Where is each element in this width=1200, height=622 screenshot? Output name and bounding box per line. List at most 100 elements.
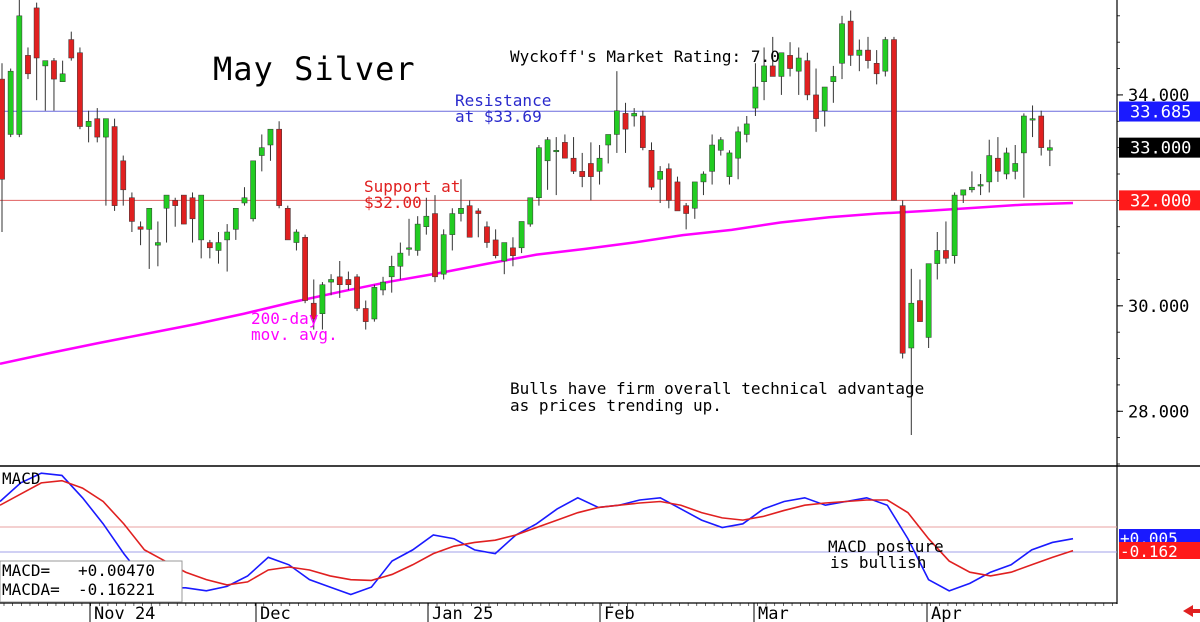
candle-body-up	[553, 150, 560, 153]
candle	[691, 181, 698, 219]
candle	[839, 15, 845, 80]
candle	[813, 68, 819, 132]
candle	[51, 58, 57, 111]
candle	[665, 163, 672, 209]
candle-body-down	[813, 94, 819, 119]
candle	[639, 110, 646, 151]
candle-body-up	[267, 128, 274, 146]
candle	[362, 300, 369, 330]
candle-body-up	[882, 39, 889, 72]
candle	[0, 63, 5, 232]
candle-body-down	[181, 194, 187, 225]
candle-body-up	[856, 49, 863, 56]
price-level-badge	[1119, 190, 1200, 211]
candle	[111, 118, 118, 211]
candle	[986, 139, 993, 193]
candle-body-down	[943, 250, 949, 259]
candle-body-down	[68, 39, 75, 59]
price-tick-label: 30.000	[1128, 297, 1189, 317]
candle-body-up	[839, 23, 845, 64]
date-tick-label: Jan 25	[432, 604, 493, 622]
scroll-left-arrow-icon[interactable]	[1183, 605, 1193, 617]
candle	[484, 221, 490, 248]
candle	[605, 134, 612, 164]
candle	[553, 137, 560, 196]
price-level-value: 33.685	[1130, 103, 1191, 123]
date-tick-label: Nov 24	[94, 604, 155, 622]
candle-body-up	[960, 189, 967, 196]
candle	[735, 126, 741, 180]
date-axis-labels: Nov 24 Dec Jan 25 Feb Mar Apr	[3, 603, 1113, 622]
macd-comment-line1: MACD posture	[828, 537, 944, 556]
candle-body-down	[484, 226, 490, 243]
candle	[1003, 147, 1010, 180]
candle	[293, 229, 300, 251]
candle-body-up	[709, 144, 715, 172]
candle-body-down	[25, 55, 31, 75]
candle-body-up	[969, 186, 975, 191]
candle-body-up	[155, 242, 161, 246]
candle-body-down	[665, 168, 672, 201]
candle-body-down	[137, 226, 144, 230]
candle-body-up	[103, 118, 109, 138]
candle-body-down	[891, 39, 897, 201]
candle	[319, 282, 326, 330]
candle	[501, 242, 508, 275]
candle	[614, 71, 620, 153]
candle-body-down	[0, 78, 5, 180]
candle-body-down	[804, 60, 811, 96]
candle-body-up	[198, 194, 205, 241]
candle	[787, 42, 793, 77]
support-label-line1: Support at	[364, 177, 460, 196]
moving-average-200	[0, 201, 1074, 366]
candle-body-up	[406, 247, 412, 250]
candle-body-down	[354, 276, 360, 309]
candle-body-up	[951, 194, 958, 256]
candle-body-up	[59, 73, 66, 82]
price-tick-label: 34.000	[1128, 86, 1189, 106]
ma-label-line2: mov. avg.	[251, 325, 338, 344]
candle-body-up	[163, 194, 170, 209]
candle-body-down	[995, 157, 1001, 172]
macda-readout-value: -0.16221	[78, 580, 155, 599]
candle-body-down	[284, 208, 291, 241]
candle	[241, 187, 248, 206]
candle-body-up	[1021, 115, 1027, 154]
candle-body-up	[380, 281, 386, 291]
scroll-left-arrow-tail[interactable]	[1192, 609, 1200, 613]
candle	[969, 171, 975, 193]
macd-level-badges: +0.005-0.162	[1119, 529, 1200, 561]
candle	[510, 237, 516, 267]
price-level-value: 33.000	[1130, 139, 1191, 159]
candle-body-up	[925, 263, 932, 338]
candle	[25, 47, 31, 80]
date-tick-label: Dec	[260, 604, 291, 622]
candle	[414, 216, 421, 256]
candle	[267, 128, 274, 161]
candle	[1012, 145, 1019, 180]
candle	[717, 137, 724, 156]
candle-body-down	[33, 7, 40, 59]
candle-body-down	[172, 200, 179, 206]
candle	[899, 200, 906, 359]
candle	[16, 0, 23, 138]
candle-body-down	[570, 157, 577, 172]
candle-body-down	[588, 163, 594, 177]
candle-body-down	[873, 63, 880, 75]
candle-body-up	[544, 139, 551, 162]
candle-body-up	[614, 110, 620, 135]
candle-body-down	[129, 197, 135, 222]
candle	[310, 279, 317, 330]
candle	[33, 2, 40, 101]
price-axis-ticks: 34.000 30.000 28.000	[1117, 15, 1189, 465]
candle	[388, 255, 395, 293]
candle-body-down	[94, 118, 101, 138]
price-level-badge	[1119, 137, 1200, 158]
candle-body-down	[466, 205, 473, 238]
candle	[42, 60, 49, 111]
candle-body-down	[345, 279, 352, 285]
candle-body-down	[189, 197, 196, 220]
macd-panel-label: MACD	[2, 469, 41, 488]
candle	[224, 224, 231, 272]
